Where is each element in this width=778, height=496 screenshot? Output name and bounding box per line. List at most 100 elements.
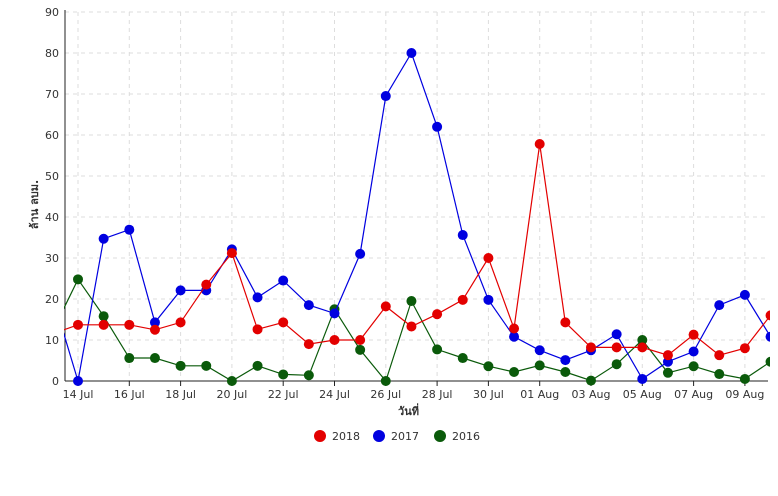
data-point-2018 bbox=[739, 343, 750, 354]
data-point-2016 bbox=[457, 353, 468, 364]
gridlines bbox=[65, 11, 768, 381]
data-point-2018 bbox=[124, 319, 135, 330]
data-point-2018 bbox=[329, 335, 340, 345]
data-point-2016 bbox=[175, 360, 186, 371]
series-group bbox=[64, 48, 770, 386]
legend-label-2017: 2017 bbox=[391, 430, 419, 443]
data-point-2017 bbox=[739, 289, 750, 300]
data-point-2016 bbox=[201, 360, 212, 371]
data-point-2018 bbox=[637, 342, 648, 353]
data-point-2016 bbox=[432, 344, 443, 355]
data-point-2016 bbox=[509, 366, 520, 377]
data-point-2017 bbox=[765, 331, 770, 342]
legend-marker-2018 bbox=[314, 430, 326, 442]
legend-marker-2016 bbox=[434, 430, 446, 442]
data-point-2016 bbox=[406, 296, 417, 307]
data-point-2017 bbox=[73, 376, 83, 386]
data-point-2018 bbox=[483, 253, 494, 263]
legend-label-2018: 2018 bbox=[332, 430, 360, 443]
y-tick-label: 0 bbox=[52, 375, 59, 388]
data-point-2017 bbox=[355, 248, 366, 259]
x-tick-label: 07 Aug bbox=[674, 388, 713, 401]
data-point-2018 bbox=[201, 279, 212, 290]
series-2018 bbox=[64, 139, 770, 361]
data-point-2016 bbox=[534, 360, 545, 371]
axes: 0 10 20 30 40 50 60 70 80 90 14 Jul 16 Jul 18 Jul 20 … bbox=[45, 6, 768, 401]
y-tick-label: 40 bbox=[45, 211, 59, 224]
y-tick-label: 50 bbox=[45, 170, 59, 183]
data-point-2018 bbox=[432, 309, 443, 320]
y-tick-label: 30 bbox=[45, 252, 59, 265]
data-point-2018 bbox=[534, 139, 545, 150]
data-point-2017 bbox=[432, 121, 443, 132]
data-point-2018 bbox=[380, 301, 391, 312]
data-point-2018 bbox=[406, 321, 417, 332]
data-point-2016 bbox=[611, 359, 622, 370]
y-tick-label: 10 bbox=[45, 334, 59, 347]
data-point-2016 bbox=[714, 369, 725, 380]
data-point-2017 bbox=[303, 300, 314, 311]
data-point-2017 bbox=[278, 275, 289, 286]
data-point-2018 bbox=[586, 342, 596, 353]
data-point-2016 bbox=[483, 361, 494, 372]
x-tick-label: 03 Aug bbox=[572, 388, 611, 401]
data-point-2018 bbox=[149, 324, 160, 335]
data-point-2018 bbox=[226, 248, 237, 259]
data-point-2017 bbox=[329, 308, 340, 319]
data-point-2017 bbox=[483, 294, 494, 305]
data-point-2018 bbox=[252, 324, 263, 335]
data-point-2018 bbox=[765, 310, 770, 321]
data-point-2016 bbox=[739, 373, 750, 384]
data-point-2018 bbox=[560, 317, 571, 328]
data-point-2016 bbox=[380, 376, 391, 386]
data-point-2016 bbox=[124, 353, 135, 364]
x-tick-label: 05 Aug bbox=[623, 388, 662, 401]
x-tick-label: 01 Aug bbox=[520, 388, 559, 401]
data-point-2016 bbox=[149, 353, 160, 364]
y-tick-label: 90 bbox=[45, 6, 59, 19]
legend-item-2016: 2016 bbox=[434, 430, 480, 443]
data-point-2017 bbox=[560, 355, 571, 366]
data-point-2016 bbox=[226, 376, 237, 386]
legend-item-2017: 2017 bbox=[373, 430, 419, 443]
y-tick-label: 20 bbox=[45, 293, 59, 306]
data-point-2018 bbox=[457, 294, 468, 305]
data-point-2017 bbox=[457, 230, 468, 241]
data-point-2018 bbox=[355, 335, 366, 345]
data-point-2017 bbox=[509, 331, 520, 342]
legend-label-2016: 2016 bbox=[452, 430, 480, 443]
data-point-2016 bbox=[586, 375, 596, 386]
data-point-2017 bbox=[124, 224, 135, 235]
data-point-2018 bbox=[688, 329, 699, 340]
legend-marker-2017 bbox=[373, 430, 385, 442]
y-tick-label: 70 bbox=[45, 88, 59, 101]
data-point-2018 bbox=[303, 339, 314, 350]
data-point-2018 bbox=[662, 350, 673, 361]
data-point-2018 bbox=[175, 317, 186, 328]
series-2017 bbox=[64, 48, 770, 386]
data-point-2018 bbox=[714, 350, 725, 361]
y-tick-label: 60 bbox=[45, 129, 59, 142]
x-tick-label: 24 Jul bbox=[319, 388, 350, 401]
data-point-2017 bbox=[688, 346, 699, 357]
data-point-2016 bbox=[560, 366, 571, 377]
x-tick-label: 16 Jul bbox=[114, 388, 145, 401]
data-point-2017 bbox=[149, 317, 160, 328]
data-point-2016 bbox=[98, 311, 109, 322]
data-point-2018 bbox=[611, 342, 622, 353]
data-point-2016 bbox=[73, 274, 83, 285]
data-point-2018 bbox=[278, 317, 289, 328]
data-point-2018 bbox=[509, 323, 520, 334]
data-point-2017 bbox=[380, 91, 391, 102]
data-point-2018 bbox=[73, 319, 83, 330]
data-point-2016 bbox=[688, 361, 699, 372]
x-tick-label: 26 Jul bbox=[370, 388, 401, 401]
x-tick-label: 14 Jul bbox=[63, 388, 94, 401]
data-point-2017 bbox=[611, 329, 622, 340]
x-tick-label: 18 Jul bbox=[165, 388, 196, 401]
data-point-2017 bbox=[714, 300, 725, 311]
data-point-2016 bbox=[355, 344, 366, 355]
x-tick-label: 20 Jul bbox=[217, 388, 248, 401]
data-point-2016 bbox=[278, 369, 289, 380]
data-point-2017 bbox=[175, 285, 186, 296]
